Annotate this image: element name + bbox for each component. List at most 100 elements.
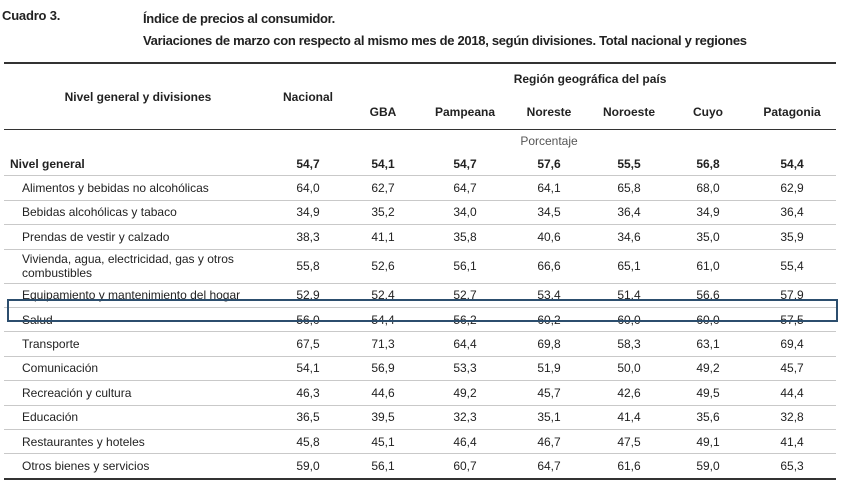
cell-value: 57,9 — [748, 283, 837, 308]
cell-value: 46,7 — [508, 429, 590, 455]
cell-value: 35,8 — [422, 224, 508, 250]
cell-value: 45,8 — [272, 429, 344, 455]
cell-value: 46,3 — [272, 380, 344, 406]
cell-value: 44,6 — [344, 380, 422, 406]
cell-value: 46,4 — [422, 429, 508, 455]
cell-value: 49,1 — [668, 429, 748, 455]
cell-value: 49,2 — [668, 356, 748, 382]
cell-value: 60,2 — [508, 307, 590, 333]
cell-value: 69,8 — [508, 331, 590, 357]
table-row: Restaurantes y hoteles 45,8 45,1 46,4 46,7 47… — [4, 429, 837, 455]
cell-value: 36,4 — [590, 200, 668, 226]
cell-value: 56,1 — [422, 249, 508, 284]
cell-value: 45,7 — [748, 356, 837, 382]
header-region-cuyo: Cuyo — [668, 94, 748, 130]
cell-value: 36,4 — [748, 200, 837, 226]
cell-value: 54,4 — [748, 152, 837, 177]
cell-value: 51,4 — [590, 283, 668, 308]
table-row: Alimentos y bebidas no alcohólicas 64,0 62… — [4, 175, 837, 201]
cell-value: 38,3 — [272, 224, 344, 250]
cell-value: 66,6 — [508, 249, 590, 284]
cell-value: 62,7 — [344, 175, 422, 201]
cell-value: 40,6 — [508, 224, 590, 250]
table-row: Vivienda, agua, electricidad, gas y otro… — [4, 249, 837, 284]
cell-value: 65,1 — [590, 249, 668, 284]
header-region: Región geográfica del país — [344, 62, 837, 94]
header-region-pampeana: Pampeana — [422, 94, 508, 130]
cell-value: 56,2 — [422, 307, 508, 333]
cell-value: 34,9 — [272, 200, 344, 226]
cell-value: 54,7 — [422, 152, 508, 177]
table-row: Comunicación 54,1 56,9 53,3 51,9 50,0 49,2 45,7 — [4, 356, 837, 382]
cell-value: 58,3 — [590, 331, 668, 357]
row-label: Nivel general — [4, 152, 272, 177]
table-row: Transporte 67,5 71,3 64,4 69,8 58,3 63,1 69,4 — [4, 331, 837, 357]
cell-value: 56,6 — [668, 283, 748, 308]
table-row: Educación 36,5 39,5 32,3 35,1 41,4 35,6 32,8 — [4, 405, 837, 430]
cell-value: 54,7 — [272, 152, 344, 177]
cell-value: 55,5 — [590, 152, 668, 177]
cell-value: 60,0 — [590, 307, 668, 333]
row-label: Recreación y cultura — [4, 380, 272, 406]
cell-value: 59,0 — [272, 453, 344, 480]
header-region-patagonia: Patagonia — [748, 94, 837, 130]
cell-value: 71,3 — [344, 331, 422, 357]
cell-value: 61,0 — [668, 249, 748, 284]
row-label: Salud — [4, 307, 272, 333]
cell-value: 35,2 — [344, 200, 422, 226]
cell-value: 52,4 — [344, 283, 422, 308]
cell-value: 57,5 — [748, 307, 837, 333]
cell-value: 55,8 — [272, 249, 344, 284]
cell-value: 56,0 — [272, 307, 344, 333]
table-number: Cuadro 3. — [2, 8, 61, 23]
table-row: Prendas de vestir y calzado 38,3 41,1 35,8 4… — [4, 224, 837, 250]
cell-value: 49,5 — [668, 380, 748, 406]
cell-value: 64,1 — [508, 175, 590, 201]
table-row-nivel-general: Nivel general 54,7 54,1 54,7 57,6 55,5 56,8 54,… — [4, 152, 837, 177]
cell-value: 44,4 — [748, 380, 837, 406]
cell-value: 65,8 — [590, 175, 668, 201]
header-region-gba: GBA — [344, 94, 422, 130]
row-label: Restaurantes y hoteles — [4, 429, 272, 455]
cell-value: 55,4 — [748, 249, 837, 284]
cell-value: 60,7 — [422, 453, 508, 480]
cell-value: 54,4 — [344, 307, 422, 333]
cell-value: 41,1 — [344, 224, 422, 250]
cell-value: 35,6 — [668, 405, 748, 430]
cell-value: 64,0 — [272, 175, 344, 201]
cell-value: 64,7 — [422, 175, 508, 201]
row-label: Transporte — [4, 331, 272, 357]
unit-label: Porcentaje — [520, 134, 578, 148]
header-nacional: Nacional — [272, 62, 344, 130]
cell-value: 63,1 — [668, 331, 748, 357]
cell-value: 51,9 — [508, 356, 590, 382]
row-label: Otros bienes y servicios — [4, 453, 272, 480]
cell-value: 59,0 — [668, 453, 748, 480]
cell-value: 53,4 — [508, 283, 590, 308]
cell-value: 54,1 — [272, 356, 344, 382]
cell-value: 32,3 — [422, 405, 508, 430]
table-row: Recreación y cultura 46,3 44,6 49,2 45,7 42,6… — [4, 380, 837, 406]
table-row: Salud 56,0 54,4 56,2 60,2 60,0 60,0 57,5 — [4, 307, 837, 333]
cell-value: 52,9 — [272, 283, 344, 308]
cell-value: 57,6 — [508, 152, 590, 177]
cell-value: 64,7 — [508, 453, 590, 480]
table-row: Equipamiento y mantenimiento del hogar 52… — [4, 283, 837, 308]
cell-value: 53,3 — [422, 356, 508, 382]
row-label: Equipamiento y mantenimiento del hogar — [4, 283, 272, 308]
cell-value: 62,9 — [748, 175, 837, 201]
cell-value: 34,9 — [668, 200, 748, 226]
cell-value: 52,6 — [344, 249, 422, 284]
cell-value: 42,6 — [590, 380, 668, 406]
cell-value: 68,0 — [668, 175, 748, 201]
row-label: Alimentos y bebidas no alcohólicas — [4, 175, 272, 201]
header-region-noroeste: Noroeste — [590, 94, 668, 130]
cell-value: 56,1 — [344, 453, 422, 480]
cell-value: 41,4 — [748, 429, 837, 455]
cell-value: 45,1 — [344, 429, 422, 455]
row-label: Vivienda, agua, electricidad, gas y otro… — [4, 249, 272, 284]
cell-value: 32,8 — [748, 405, 837, 430]
header-region-noreste: Noreste — [508, 94, 590, 130]
cell-value: 60,0 — [668, 307, 748, 333]
price-index-table: Nivel general y divisiones Nacional Regi… — [4, 62, 837, 480]
